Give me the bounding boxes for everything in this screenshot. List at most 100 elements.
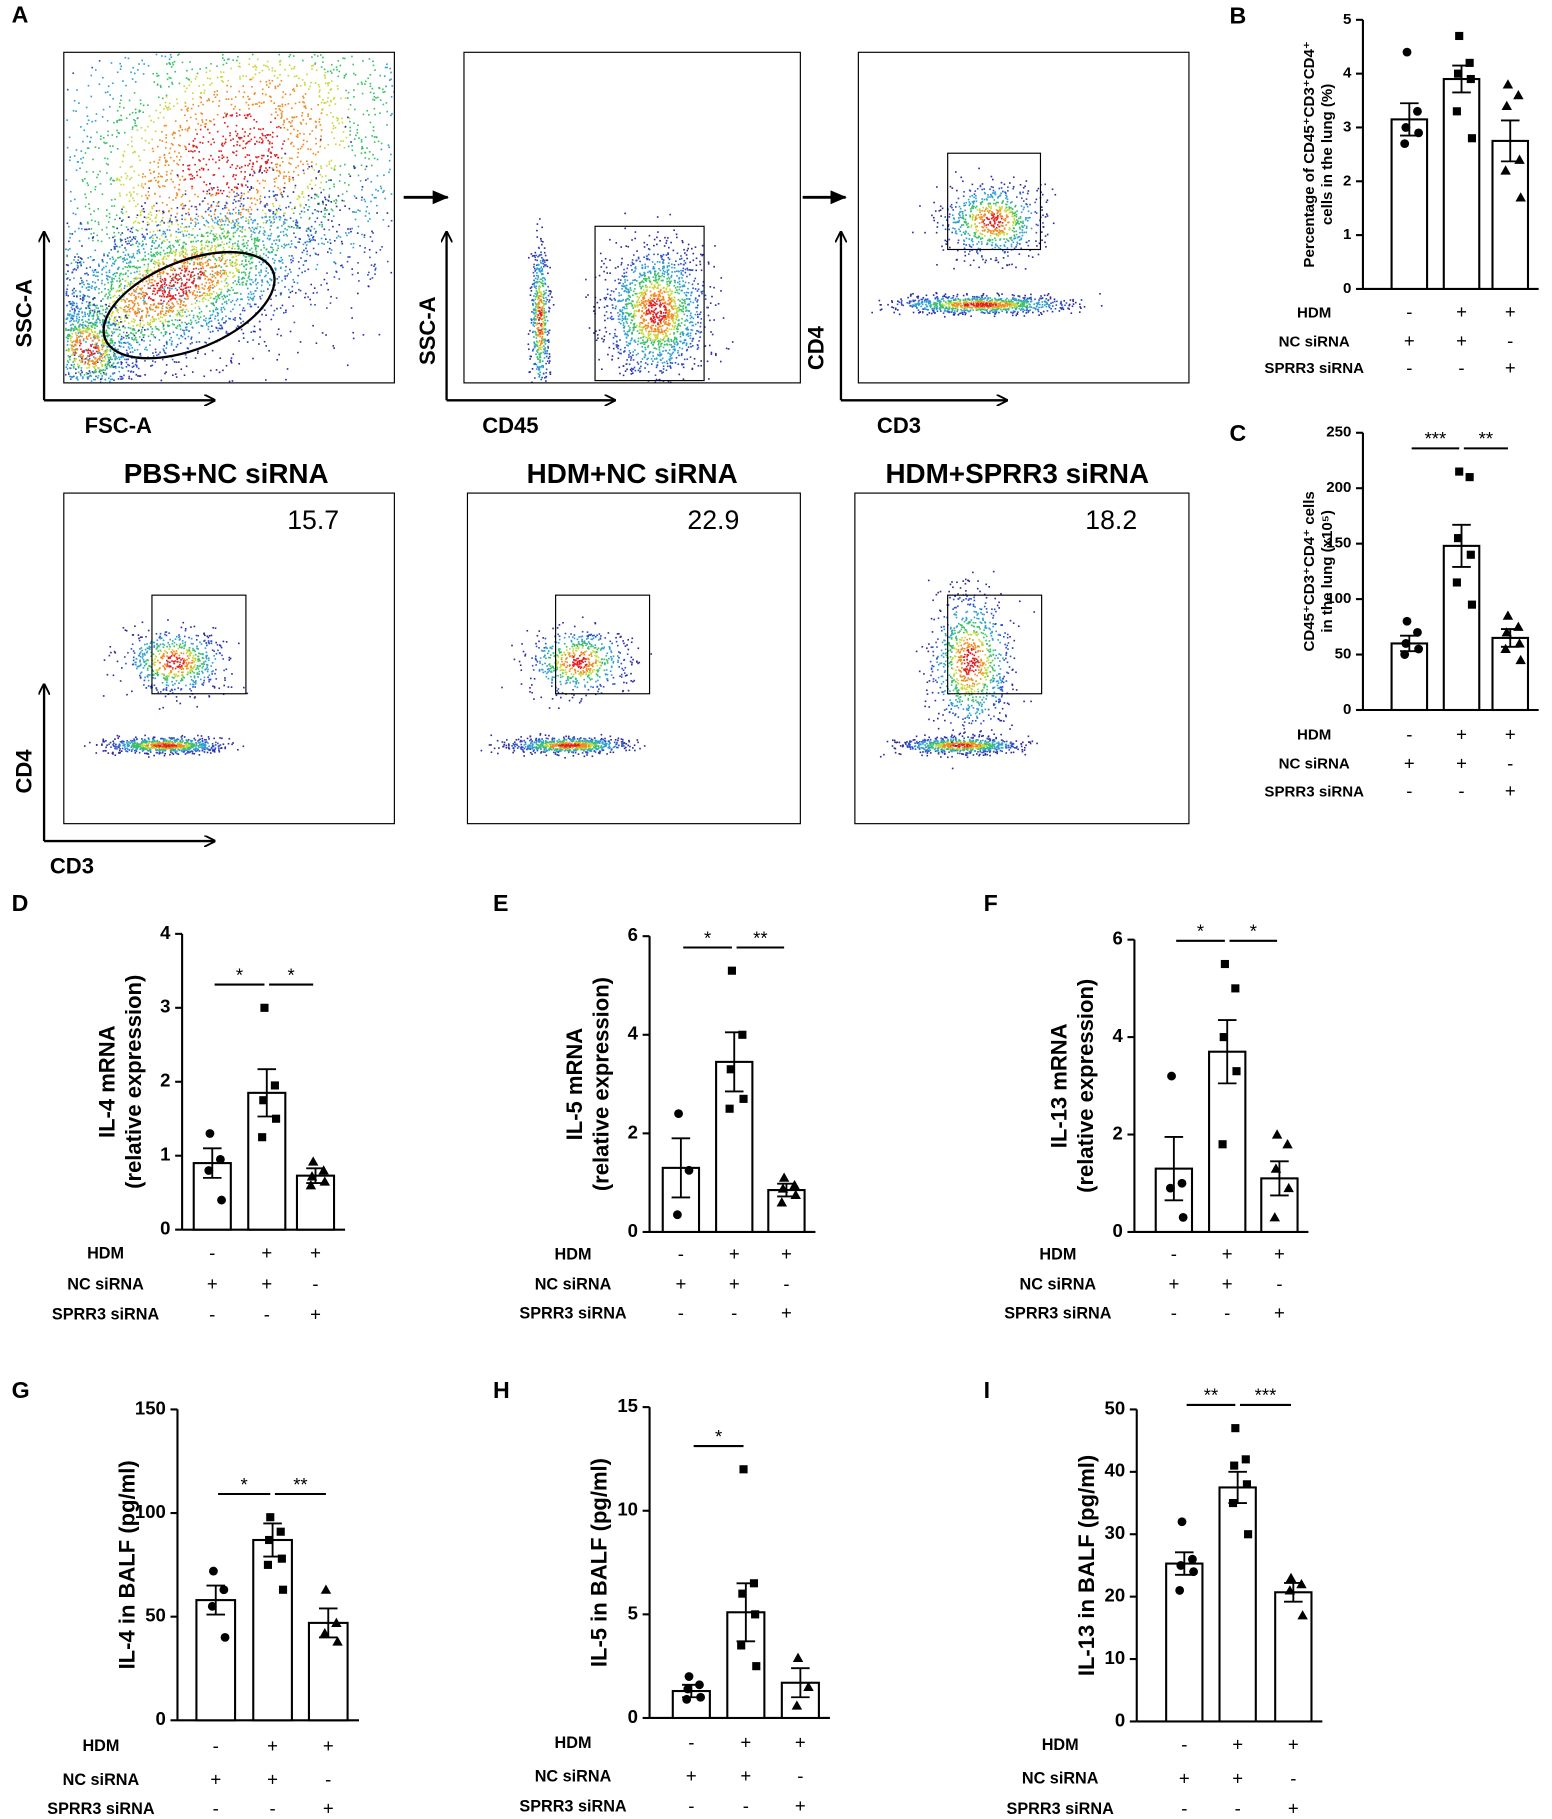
event — [277, 85, 279, 87]
event — [143, 210, 146, 213]
event — [135, 332, 137, 334]
event — [103, 339, 105, 341]
event — [79, 331, 81, 334]
event — [209, 278, 212, 281]
event — [181, 250, 184, 252]
event — [163, 300, 165, 303]
event — [114, 341, 116, 344]
event — [193, 253, 196, 256]
event — [215, 161, 217, 164]
event — [210, 302, 213, 305]
event — [224, 321, 226, 324]
event — [81, 335, 83, 338]
event — [237, 276, 240, 278]
event — [128, 293, 130, 295]
event — [111, 277, 113, 279]
event — [215, 326, 218, 329]
event — [201, 119, 203, 121]
event — [74, 325, 77, 328]
event — [211, 270, 214, 272]
event — [101, 365, 104, 367]
event — [103, 356, 106, 358]
event — [254, 203, 257, 206]
event — [132, 305, 135, 308]
event — [148, 237, 151, 239]
event — [367, 274, 369, 276]
event — [206, 260, 209, 263]
event — [357, 174, 360, 177]
event — [75, 110, 77, 113]
event — [216, 130, 219, 133]
event — [184, 253, 187, 255]
event — [256, 287, 258, 289]
event — [87, 328, 89, 331]
event — [272, 216, 275, 219]
event — [225, 282, 228, 284]
event — [217, 296, 219, 298]
event — [95, 113, 98, 115]
event — [159, 84, 162, 87]
event — [353, 167, 356, 169]
event — [82, 324, 84, 327]
event — [164, 319, 167, 321]
event — [131, 347, 134, 349]
event — [375, 196, 377, 199]
event — [207, 249, 210, 251]
event — [223, 230, 226, 233]
event — [91, 237, 94, 239]
event — [200, 257, 203, 260]
event — [89, 255, 92, 258]
event — [243, 265, 245, 268]
event — [255, 289, 257, 292]
event — [293, 75, 296, 78]
event — [351, 144, 353, 147]
event — [368, 248, 371, 251]
event — [150, 214, 153, 216]
event — [254, 64, 257, 67]
event — [118, 342, 121, 344]
event — [164, 285, 166, 288]
event — [215, 284, 218, 287]
event — [175, 259, 178, 262]
event — [238, 304, 241, 306]
event — [229, 132, 231, 134]
event — [107, 362, 110, 365]
event — [127, 358, 129, 361]
event — [216, 113, 219, 116]
event — [118, 289, 121, 292]
event — [191, 281, 193, 284]
event — [148, 314, 150, 317]
event — [94, 69, 97, 71]
event — [247, 292, 250, 295]
event — [78, 261, 81, 264]
event — [156, 224, 158, 227]
event — [171, 277, 173, 280]
event — [371, 230, 373, 233]
event — [253, 197, 256, 200]
event — [148, 276, 150, 279]
event — [82, 298, 85, 301]
event — [247, 260, 250, 263]
event — [108, 318, 111, 321]
event — [71, 344, 74, 347]
event — [164, 101, 167, 104]
event — [212, 280, 215, 282]
event — [271, 146, 273, 149]
event — [73, 295, 75, 298]
event — [117, 231, 120, 234]
event — [191, 253, 193, 255]
event — [106, 277, 108, 280]
event — [236, 245, 239, 247]
event — [170, 221, 173, 223]
event — [66, 255, 68, 258]
event — [141, 244, 143, 247]
event — [79, 340, 81, 343]
event — [129, 310, 131, 313]
event — [356, 131, 359, 134]
event — [129, 284, 131, 286]
event — [234, 247, 236, 250]
event — [331, 209, 334, 212]
event — [169, 250, 172, 252]
event — [293, 55, 295, 57]
event — [325, 238, 327, 240]
